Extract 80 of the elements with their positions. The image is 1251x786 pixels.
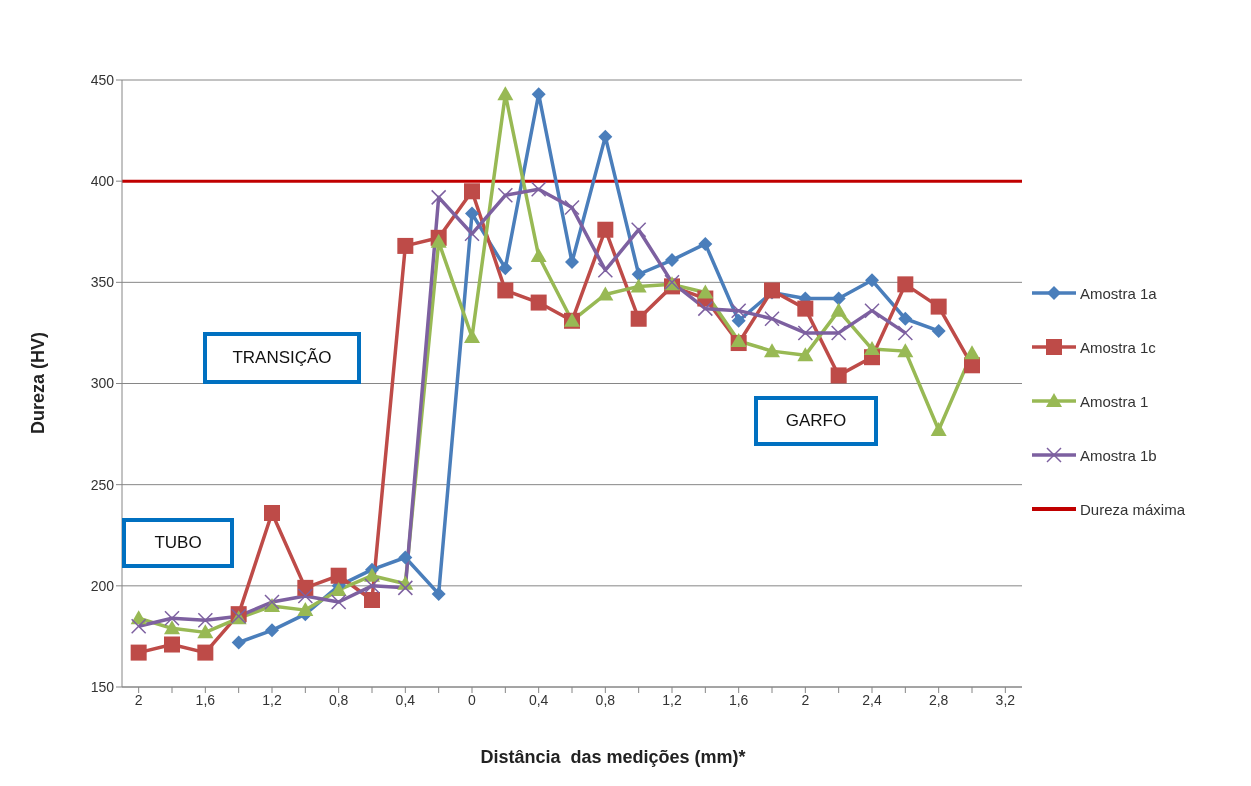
legend-label: Dureza máxima	[1080, 500, 1186, 518]
point	[498, 261, 513, 276]
y-tick-label: 300	[90, 375, 115, 392]
point	[698, 236, 713, 251]
point	[831, 291, 846, 306]
point	[431, 586, 446, 601]
point	[930, 298, 947, 315]
point	[964, 345, 980, 360]
point	[865, 273, 879, 288]
point	[464, 328, 480, 343]
point	[464, 183, 480, 200]
annotation: GARFO	[785, 411, 847, 431]
point	[197, 624, 214, 639]
point	[731, 313, 746, 328]
point	[930, 422, 947, 437]
legend-label: Amostra 1a	[1080, 284, 1157, 302]
y-tick-label: 200	[90, 577, 115, 594]
point	[465, 206, 479, 221]
x-tick-label: 0,8	[595, 691, 616, 708]
x-tick-label: 2,4	[862, 691, 882, 708]
y-tick-label: 350	[90, 274, 115, 291]
x-tick-label: 1,2	[262, 691, 282, 708]
point	[297, 602, 314, 617]
point	[898, 311, 913, 326]
y-tick-label: 450	[90, 71, 115, 88]
x-tick-label: 0	[468, 691, 477, 708]
x-tick-label: 2	[801, 691, 810, 708]
point	[830, 302, 847, 317]
point	[530, 248, 547, 263]
x-tick-label: 1,6	[728, 691, 749, 708]
x-tick-label: 0,8	[328, 691, 349, 708]
annotation: TUBO	[154, 533, 202, 553]
point	[397, 237, 414, 254]
point	[530, 294, 547, 311]
y-tick-label: 250	[90, 476, 115, 493]
x-tick-label: 0,4	[528, 691, 549, 708]
point	[697, 284, 714, 299]
point	[797, 300, 814, 317]
point	[497, 86, 514, 101]
point	[931, 323, 946, 338]
legend-label: Amostra 1	[1080, 392, 1149, 410]
y-axis-title: Dureza (HV)	[27, 331, 49, 435]
point	[231, 635, 246, 650]
point	[797, 347, 814, 362]
point	[897, 343, 914, 358]
x-tick-label: 0,4	[395, 691, 416, 708]
point	[430, 233, 447, 248]
point	[330, 567, 347, 584]
point	[864, 341, 880, 356]
x-tick-label: 2,8	[928, 691, 949, 708]
x-tick-label: 3,2	[995, 691, 1016, 708]
point	[197, 644, 214, 661]
point	[764, 343, 780, 358]
point	[630, 310, 647, 327]
point	[497, 282, 514, 299]
point	[164, 636, 180, 653]
point	[264, 504, 280, 521]
x-tick-label: 1,2	[662, 691, 682, 708]
legend-label: Amostra 1c	[1080, 338, 1156, 356]
x-tick-label: 1,6	[195, 691, 216, 708]
point	[565, 255, 579, 270]
point	[164, 620, 180, 635]
point	[897, 276, 914, 293]
x-tick-label: 2	[134, 691, 143, 708]
point	[665, 253, 679, 268]
y-tick-label: 400	[90, 173, 115, 190]
annotation: TRANSIÇÃO	[232, 348, 332, 368]
y-tick-label: 150	[90, 678, 115, 695]
point	[597, 221, 614, 238]
point	[398, 550, 413, 565]
x-axis-title: Distância das medições (mm)*	[480, 746, 746, 768]
point	[364, 592, 380, 608]
point	[265, 623, 279, 638]
point	[597, 286, 614, 301]
legend-label: Amostra 1b	[1080, 446, 1157, 464]
point	[631, 267, 646, 282]
point	[730, 333, 747, 348]
point	[130, 644, 147, 661]
point	[630, 278, 647, 293]
point	[830, 367, 847, 384]
